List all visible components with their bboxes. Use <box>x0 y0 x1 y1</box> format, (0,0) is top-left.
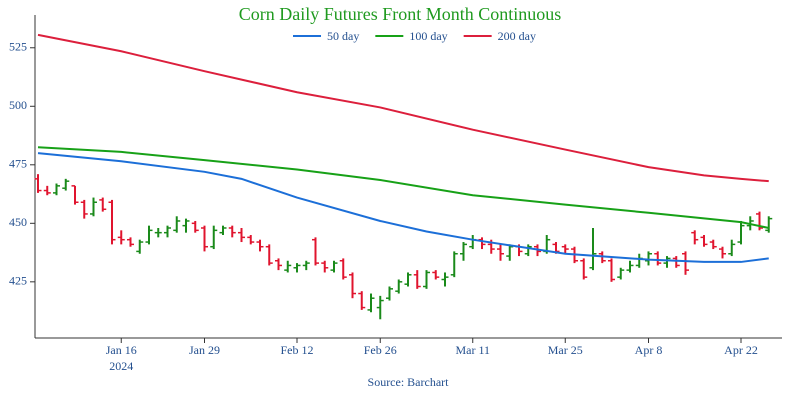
y-tick-label: 525 <box>9 40 27 54</box>
chart-title: Corn Daily Futures Front Month Continuou… <box>239 4 562 24</box>
moving-average-line <box>37 33 769 183</box>
legend-label: 100 day <box>409 29 447 43</box>
moving-average-line <box>37 146 769 229</box>
legend-label: 200 day <box>498 29 536 43</box>
x-tick-label: Apr 8 <box>635 343 663 357</box>
y-tick-label: 475 <box>9 157 27 171</box>
x-tick-label: Jan 29 <box>189 343 220 357</box>
y-tick-label: 425 <box>9 274 27 288</box>
x-tick-label: Mar 25 <box>548 343 583 357</box>
moving-average-line <box>37 152 769 263</box>
x-tick-label: Jan 16 <box>106 343 137 357</box>
source: Source: Barchart <box>368 375 450 389</box>
y-tick-label: 450 <box>9 215 27 229</box>
x-tick-label: Feb 12 <box>281 343 314 357</box>
x-tick-label: Feb 26 <box>364 343 397 357</box>
legend-label: 50 day <box>327 29 359 43</box>
y-tick-label: 500 <box>9 98 27 112</box>
x-tick-label: Apr 22 <box>724 343 758 357</box>
x-tick-year: 2024 <box>109 359 133 373</box>
x-tick-label: Mar 11 <box>455 343 490 357</box>
